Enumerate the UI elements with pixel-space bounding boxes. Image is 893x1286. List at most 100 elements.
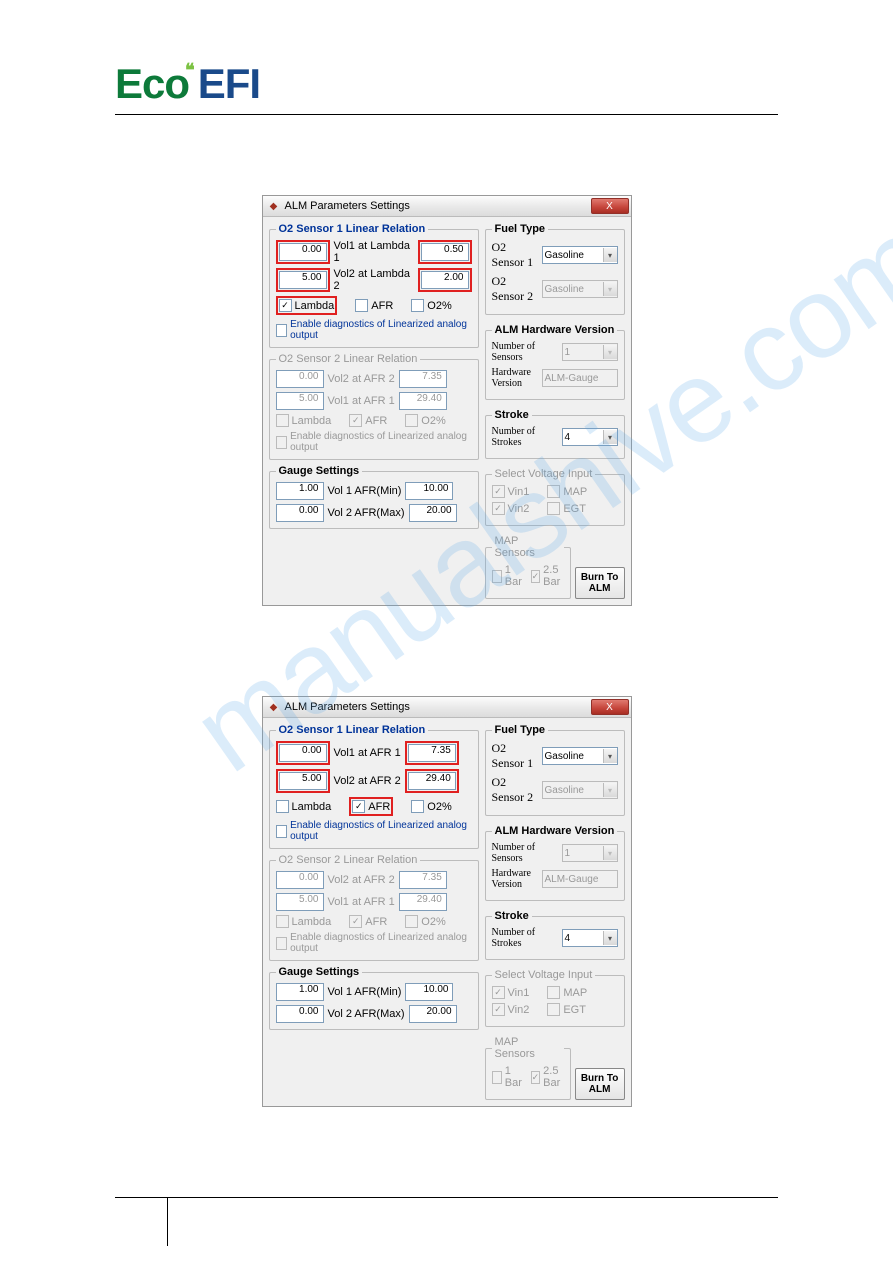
fuel-s1-label: O2 Sensor 1 <box>492 741 538 771</box>
s1-afr-checkbox[interactable]: AFR <box>355 296 393 315</box>
o2-sensor-1-group: O2 Sensor 1 Linear Relation 0.00 Vol1 at… <box>269 724 479 849</box>
svi-legend: Select Voltage Input <box>492 969 596 981</box>
s2-diag-checkbox: Enable diagnostics of Linearized analog … <box>276 932 472 954</box>
fuel-s2-combo: Gasoline▾ <box>542 781 618 799</box>
s2-vol1-label: Vol1 at AFR 1 <box>328 896 395 908</box>
close-button[interactable]: X <box>591 198 629 214</box>
s2-o2-checkbox: O2% <box>405 414 445 427</box>
s1-vol2-label: Vol2 at Lambda 2 <box>334 268 414 292</box>
num-sensors-label: Number of Sensors <box>492 341 558 363</box>
bar25-checkbox: ✓2.5 Bar <box>531 1065 564 1089</box>
map-sensors-legend: MAP Sensors <box>492 1036 564 1060</box>
egt-checkbox: EGT <box>547 1003 586 1016</box>
num-sensors-label: Number of Sensors <box>492 842 558 864</box>
hw-legend: ALM Hardware Version <box>492 324 618 336</box>
s1-vol2-input[interactable]: 5.00 <box>279 772 327 790</box>
s1-vol1-input[interactable]: 0.00 <box>279 243 327 261</box>
map-checkbox: MAP <box>547 485 587 498</box>
s2-vol2-input: 0.00 <box>276 871 324 889</box>
fuel-s2-label: O2 Sensor 2 <box>492 274 538 304</box>
app-icon: ◆ <box>267 700 281 714</box>
burn-to-alm-button[interactable]: Burn To ALM <box>575 567 625 599</box>
titlebar: ◆ ALM Parameters Settings X <box>263 697 631 718</box>
s2-afr1-input: 29.40 <box>399 392 447 410</box>
o2-sensor-2-legend: O2 Sensor 2 Linear Relation <box>276 353 421 365</box>
gauge-legend: Gauge Settings <box>276 966 363 978</box>
gauge-vol2-label: Vol 2 AFR(Max) <box>328 1008 405 1020</box>
vin1-checkbox: ✓Vin1 <box>492 986 530 999</box>
stroke-label: Number of Strokes <box>492 927 558 949</box>
s1-o2-checkbox[interactable]: O2% <box>411 296 451 315</box>
close-button[interactable]: X <box>591 699 629 715</box>
s2-vol1-label: Vol1 at AFR 1 <box>328 395 395 407</box>
stroke-combo[interactable]: 4▾ <box>562 929 618 947</box>
o2-sensor-2-group: O2 Sensor 2 Linear Relation 0.00 Vol2 at… <box>269 353 479 460</box>
gauge-min-input[interactable]: 10.00 <box>405 482 453 500</box>
s1-lambda-checkbox[interactable]: ✓Lambda <box>279 299 335 312</box>
voltage-input-group: Select Voltage Input ✓Vin1 MAP ✓Vin2 EGT <box>485 468 625 526</box>
s1-diag-checkbox[interactable]: Enable diagnostics of Linearized analog … <box>276 319 472 341</box>
header-divider <box>115 114 778 115</box>
fuel-s2-label: O2 Sensor 2 <box>492 775 538 805</box>
gauge-vol1-input[interactable]: 1.00 <box>276 482 324 500</box>
s2-vol1-input: 5.00 <box>276 392 324 410</box>
gauge-vol2-label: Vol 2 AFR(Max) <box>328 507 405 519</box>
gauge-settings-group: Gauge Settings 1.00 Vol 1 AFR(Min) 10.00… <box>269 966 479 1030</box>
svi-legend: Select Voltage Input <box>492 468 596 480</box>
hw-version-value: ALM-Gauge <box>542 369 618 387</box>
dialog-title: ALM Parameters Settings <box>285 701 591 713</box>
s1-afr1-input[interactable]: 7.35 <box>408 744 456 762</box>
o2-sensor-2-group: O2 Sensor 2 Linear Relation 0.00 Vol2 at… <box>269 854 479 961</box>
fuel-type-group: Fuel Type O2 Sensor 1 Gasoline▾ O2 Senso… <box>485 223 625 315</box>
s1-afr-checkbox[interactable]: ✓AFR <box>352 800 390 813</box>
stroke-legend: Stroke <box>492 910 532 922</box>
o2-sensor-1-legend: O2 Sensor 1 Linear Relation <box>276 223 429 235</box>
s2-afr1-input: 29.40 <box>399 893 447 911</box>
vin1-checkbox: ✓Vin1 <box>492 485 530 498</box>
gauge-vol2-input[interactable]: 0.00 <box>276 504 324 522</box>
stroke-combo[interactable]: 4▾ <box>562 428 618 446</box>
gauge-settings-group: Gauge Settings 1.00 Vol 1 AFR(Min) 10.00… <box>269 465 479 529</box>
stroke-group: Stroke Number of Strokes 4▾ <box>485 409 625 459</box>
s1-afr2-input[interactable]: 29.40 <box>408 772 456 790</box>
burn-to-alm-button[interactable]: Burn To ALM <box>575 1068 625 1100</box>
s1-vol1-input[interactable]: 0.00 <box>279 744 327 762</box>
fuel-type-legend: Fuel Type <box>492 724 549 736</box>
voltage-input-group: Select Voltage Input ✓Vin1 MAP ✓Vin2 EGT <box>485 969 625 1027</box>
s1-lambda-checkbox[interactable]: Lambda <box>276 797 332 816</box>
s2-vol1-input: 5.00 <box>276 893 324 911</box>
s2-afr-checkbox: ✓AFR <box>349 915 387 928</box>
gauge-max-input[interactable]: 20.00 <box>409 1005 457 1023</box>
s1-vol1-label: Vol1 at AFR 1 <box>334 747 401 759</box>
fuel-s1-combo[interactable]: Gasoline▾ <box>542 747 618 765</box>
vin2-checkbox: ✓Vin2 <box>492 502 530 515</box>
s1-diag-checkbox[interactable]: Enable diagnostics of Linearized analog … <box>276 820 472 842</box>
hw-version-label: Hardware Version <box>492 868 538 890</box>
bar1-checkbox: 1 Bar <box>492 564 525 588</box>
o2-sensor-1-legend: O2 Sensor 1 Linear Relation <box>276 724 429 736</box>
s2-afr2-input: 7.35 <box>399 370 447 388</box>
s1-lambda1-input[interactable]: 0.50 <box>421 243 469 261</box>
fuel-s1-label: O2 Sensor 1 <box>492 240 538 270</box>
gauge-legend: Gauge Settings <box>276 465 363 477</box>
fuel-type-legend: Fuel Type <box>492 223 549 235</box>
fuel-s1-combo[interactable]: Gasoline▾ <box>542 246 618 264</box>
gauge-vol1-label: Vol 1 AFR(Min) <box>328 986 402 998</box>
titlebar: ◆ ALM Parameters Settings X <box>263 196 631 217</box>
s2-diag-checkbox: Enable diagnostics of Linearized analog … <box>276 431 472 453</box>
s2-vol2-label: Vol2 at AFR 2 <box>328 874 395 886</box>
gauge-min-input[interactable]: 10.00 <box>405 983 453 1001</box>
stroke-group: Stroke Number of Strokes 4▾ <box>485 910 625 960</box>
map-sensors-legend: MAP Sensors <box>492 535 564 559</box>
s1-vol2-label: Vol2 at AFR 2 <box>334 775 401 787</box>
vin2-checkbox: ✓Vin2 <box>492 1003 530 1016</box>
s2-lambda-checkbox: Lambda <box>276 915 332 928</box>
fuel-type-group: Fuel Type O2 Sensor 1 Gasoline▾ O2 Senso… <box>485 724 625 816</box>
gauge-max-input[interactable]: 20.00 <box>409 504 457 522</box>
alm-parameters-dialog-1: ◆ ALM Parameters Settings X O2 Sensor 1 … <box>262 195 632 606</box>
s1-lambda2-input[interactable]: 2.00 <box>421 271 469 289</box>
gauge-vol2-input[interactable]: 0.00 <box>276 1005 324 1023</box>
s1-vol2-input[interactable]: 5.00 <box>279 271 327 289</box>
s1-o2-checkbox[interactable]: O2% <box>411 797 451 816</box>
gauge-vol1-input[interactable]: 1.00 <box>276 983 324 1001</box>
